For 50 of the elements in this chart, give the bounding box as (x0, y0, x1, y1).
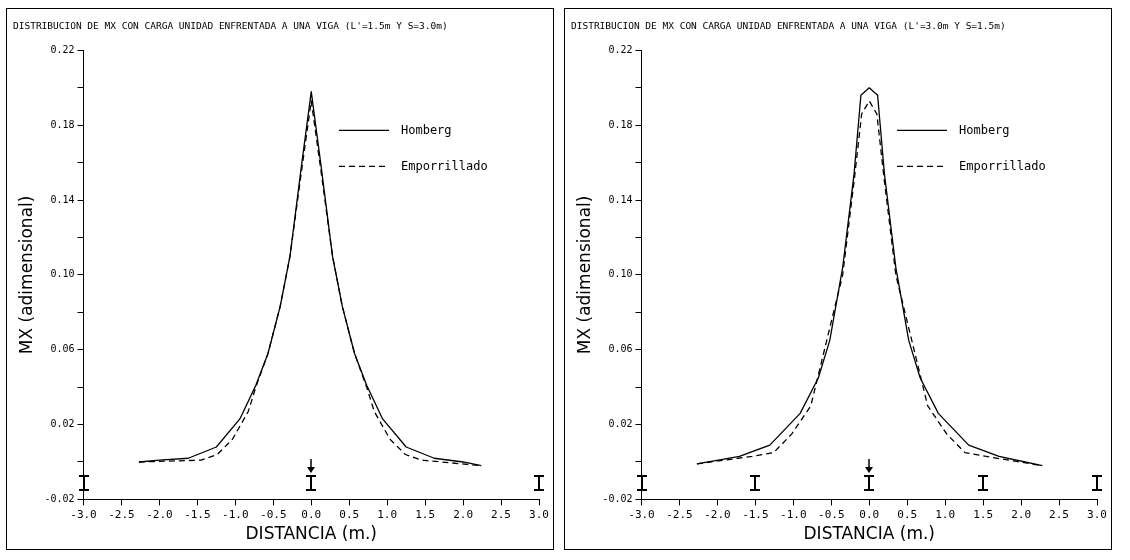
legend-label: Homberg (401, 122, 452, 137)
x-tick-label: 0.0 (301, 507, 322, 521)
x-tick-label: 2.0 (453, 507, 474, 521)
x-axis-title: DISTANCIA (m.) (245, 523, 377, 544)
x-tick-label: 1.0 (377, 507, 398, 521)
y-tick-label: 0.18 (608, 118, 633, 130)
x-tick-label: -1.0 (222, 507, 249, 521)
y-axis-title: MX (adimensional) (573, 195, 594, 355)
x-tick-label: -2.5 (108, 507, 135, 521)
x-tick-label: 1.0 (935, 507, 956, 521)
x-tick-label: -0.5 (818, 507, 845, 521)
x-tick-label: 2.5 (491, 507, 511, 521)
y-tick-label: 0.06 (50, 343, 75, 355)
x-tick-label: 3.0 (529, 507, 549, 521)
x-tick-label: -2.0 (146, 507, 173, 521)
legend-label: Homberg (959, 122, 1010, 137)
x-axis-title: DISTANCIA (m.) (803, 523, 935, 544)
y-tick-label: 0.18 (50, 118, 75, 130)
legend-label: Emporrillado (401, 158, 488, 173)
x-tick-label: 0.5 (339, 507, 360, 521)
y-tick-label: 0.02 (50, 418, 75, 430)
x-tick-label: -1.0 (780, 507, 807, 521)
y-tick-label: -0.02 (44, 492, 75, 504)
x-tick-label: 2.5 (1049, 507, 1069, 521)
x-tick-label: 3.0 (1087, 507, 1107, 521)
x-tick-label: 2.0 (1011, 507, 1032, 521)
legend-label: Emporrillado (959, 158, 1046, 173)
x-tick-label: -2.0 (704, 507, 731, 521)
x-tick-label: 0.0 (859, 507, 880, 521)
y-tick-label: -0.02 (602, 492, 633, 504)
y-tick-label: 0.06 (608, 343, 633, 355)
y-tick-label: 0.10 (608, 268, 633, 280)
chart-title: DISTRIBUCION DE MX CON CARGA UNIDAD ENFRENTADA A UNA VIGA (L'=1.5m Y S=3.0m) (13, 20, 448, 32)
x-tick-label: 1.5 (415, 507, 436, 521)
x-tick-label: -1.5 (742, 507, 769, 521)
y-tick-label: 0.14 (608, 193, 633, 205)
y-tick-label: 0.22 (608, 43, 633, 55)
y-tick-label: 0.10 (50, 268, 75, 280)
x-tick-label: 1.5 (973, 507, 994, 521)
y-tick-label: 0.14 (50, 193, 75, 205)
x-tick-label: -1.5 (184, 507, 211, 521)
y-tick-label: 0.22 (50, 43, 75, 55)
y-axis-title: MX (adimensional) (15, 195, 36, 355)
x-tick-label: -0.5 (260, 507, 287, 521)
x-tick-label: -2.5 (666, 507, 693, 521)
x-tick-label: -3.0 (628, 507, 655, 521)
x-tick-label: -3.0 (70, 507, 97, 521)
x-tick-label: 0.5 (897, 507, 918, 521)
chart-title: DISTRIBUCION DE MX CON CARGA UNIDAD ENFRENTADA A UNA VIGA (L'=3.0m Y S=1.5m) (571, 20, 1006, 32)
y-tick-label: 0.02 (608, 418, 633, 430)
